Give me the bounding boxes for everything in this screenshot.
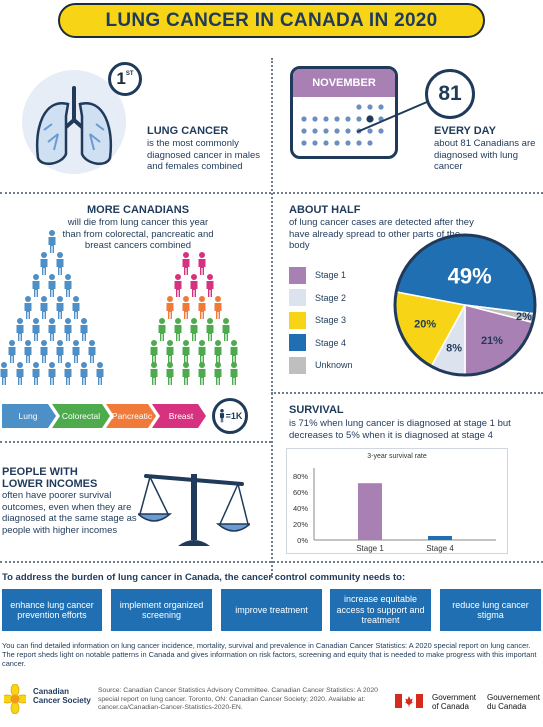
divider-row3 bbox=[0, 561, 543, 563]
per-icon-legend: =1K bbox=[212, 398, 248, 434]
legend-label: Stage 1 bbox=[315, 270, 347, 281]
legend-swatch bbox=[289, 311, 306, 329]
pie-outline bbox=[393, 233, 537, 377]
legend-unknown: Unknown bbox=[289, 354, 353, 377]
legend-swatch bbox=[289, 356, 306, 374]
every-day-text: about 81 Canadians are diagnosed with lu… bbox=[434, 138, 536, 172]
about-half-text: of lung cancer cases are detected after … bbox=[289, 217, 474, 251]
action-access: increase equitable access to support and… bbox=[330, 589, 431, 631]
lung-cancer-heading: LUNG CANCER bbox=[147, 125, 229, 137]
divider-row1 bbox=[0, 192, 543, 194]
about-half-heading: ABOUT HALF bbox=[289, 204, 361, 216]
pie-label-stage-3: 20% bbox=[414, 319, 436, 331]
person-icon bbox=[219, 409, 224, 423]
divider-row2-right bbox=[271, 392, 543, 394]
action-treatment: improve treatment bbox=[221, 589, 322, 631]
stage-pie-chart: 21% 8% 20% 49% 2% bbox=[393, 233, 537, 377]
pie-label-stage-2: 8% bbox=[446, 343, 462, 355]
legend-stage-4: Stage 4 bbox=[289, 332, 353, 355]
cancer-type-ribbon bbox=[2, 404, 206, 428]
gov-fr: Gouvernement du Canada bbox=[487, 693, 540, 711]
bar-stage-1 bbox=[358, 483, 382, 540]
arrow-label-lung: Lung bbox=[18, 411, 38, 421]
incomes-heading: PEOPLE WITH LOWER INCOMES bbox=[2, 466, 98, 490]
pancreatic-people bbox=[166, 296, 222, 319]
pie-label-unknown: 2% bbox=[516, 311, 532, 323]
legend-swatch bbox=[289, 266, 306, 284]
y-tick-label: 20% bbox=[293, 520, 308, 529]
per-icon-text: =1K bbox=[225, 411, 243, 421]
bar-stage-4 bbox=[428, 536, 452, 540]
source-text: Source: Canadian Cancer Statistics Advis… bbox=[98, 687, 378, 711]
legend-swatch bbox=[289, 334, 306, 352]
stage-legend: Stage 1 Stage 2 Stage 3 Stage 4 Unknown bbox=[289, 264, 353, 377]
rank-badge: 1ST bbox=[108, 62, 142, 96]
title-banner: LUNG CANCER IN CANADA IN 2020 bbox=[58, 3, 485, 38]
legend-label: Stage 2 bbox=[315, 292, 347, 303]
rank-number: 1 bbox=[116, 69, 126, 88]
pie-label-stage-4: 49% bbox=[448, 263, 492, 288]
pie-label-stage-1: 21% bbox=[481, 335, 503, 347]
lung-cancer-text: is the most commonly diagnosed cancer in… bbox=[147, 138, 261, 172]
survival-chart-title: 3-year survival rate bbox=[367, 453, 427, 460]
legend-stage-1: Stage 1 bbox=[289, 264, 353, 287]
y-tick-label: 80% bbox=[293, 472, 308, 481]
more-canadians-heading: MORE CANADIANS bbox=[86, 204, 190, 216]
action-screening: implement organized screening bbox=[111, 589, 212, 631]
action-stigma: reduce lung cancer stigma bbox=[440, 589, 541, 631]
legend-label: Stage 3 bbox=[315, 315, 347, 326]
every-day-heading: EVERY DAY bbox=[434, 125, 496, 137]
arrow-label-pancreatic: Pancreatic bbox=[111, 411, 153, 421]
survival-bar-chart: 0% 20% 40% 60% 80% Stage 1 Stage 4 bbox=[293, 468, 496, 553]
x-tick-label: Stage 4 bbox=[426, 544, 454, 553]
calendar-month: NOVEMBER bbox=[293, 69, 395, 97]
calendar-icon: NOVEMBER bbox=[290, 66, 398, 159]
cancer-type-labels: Lung Colorectal Pancreatic Breast bbox=[2, 404, 207, 428]
y-tick-label: 40% bbox=[293, 504, 308, 513]
x-tick-label: Stage 1 bbox=[356, 544, 384, 553]
lung-people bbox=[0, 230, 104, 385]
survival-heading: SURVIVAL bbox=[289, 404, 344, 416]
gov-en: Government of Canada bbox=[432, 693, 477, 711]
legend-stage-2: Stage 2 bbox=[289, 287, 353, 310]
daily-count-badge: 81 bbox=[425, 69, 475, 119]
divider-vertical bbox=[271, 58, 273, 578]
legend-swatch bbox=[289, 289, 306, 307]
more-canadians-text: will die from lung cancer this year than… bbox=[62, 217, 214, 251]
y-tick-label: 0% bbox=[297, 536, 308, 545]
legend-stage-3: Stage 3 bbox=[289, 309, 353, 332]
calendar-dots bbox=[301, 104, 384, 146]
action-prevention: enhance lung cancer prevention efforts bbox=[2, 589, 102, 631]
actions-intro: To address the burden of lung cancer in … bbox=[2, 572, 406, 583]
canada-flag-icon bbox=[395, 694, 423, 708]
footnote: You can find detailed information on lun… bbox=[2, 641, 537, 668]
breast-people bbox=[174, 252, 214, 297]
daffodil-logo-icon bbox=[4, 684, 26, 714]
legend-label: Unknown bbox=[315, 360, 353, 371]
society-name: Canadian Cancer Society bbox=[33, 687, 91, 705]
calendar-pointer bbox=[356, 101, 428, 133]
divider-row2-left bbox=[0, 441, 271, 443]
arrow-label-breast: Breast bbox=[168, 411, 194, 421]
survival-text: is 71% when lung cancer is diagnosed at … bbox=[289, 418, 511, 441]
arrow-label-colorectal: Colorectal bbox=[61, 411, 101, 421]
daily-count: 81 bbox=[438, 82, 462, 105]
lungs-icon bbox=[22, 70, 126, 174]
colorectal-people bbox=[150, 318, 238, 385]
people-pyramids bbox=[0, 230, 238, 385]
page-title: LUNG CANCER IN CANADA IN 2020 bbox=[105, 9, 438, 31]
survival-chart-frame bbox=[286, 448, 508, 554]
y-tick-label: 60% bbox=[293, 488, 308, 497]
rank-suffix: ST bbox=[125, 71, 134, 77]
incomes-text: often have poorer survival outcomes, eve… bbox=[2, 490, 137, 536]
scales-icon bbox=[138, 474, 250, 546]
legend-label: Stage 4 bbox=[315, 337, 347, 348]
